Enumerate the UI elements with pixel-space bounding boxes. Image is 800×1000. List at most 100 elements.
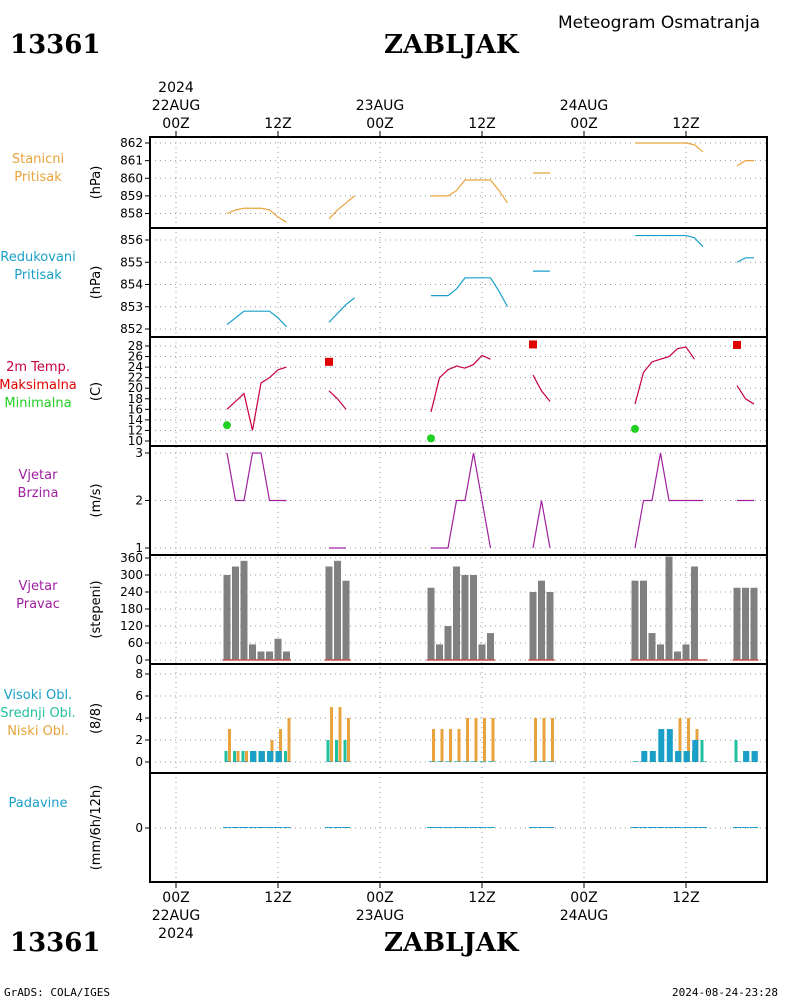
wind-dir-bar bbox=[453, 566, 460, 660]
cloud-bar-low bbox=[279, 729, 282, 762]
footer-credit: GrADS: COLA/IGES bbox=[4, 986, 110, 999]
series-line-temp bbox=[430, 354, 491, 413]
cloud-bar-high bbox=[258, 751, 265, 762]
precip-bar bbox=[435, 827, 444, 828]
cloud-bar-high bbox=[530, 761, 537, 762]
cloud-bar-low bbox=[338, 707, 342, 762]
precip-bar bbox=[342, 827, 350, 828]
y-tick-label: 855 bbox=[120, 255, 143, 269]
x-hour-label-top: 12Z bbox=[672, 116, 699, 132]
x-hour-label-bottom: 00Z bbox=[162, 890, 189, 906]
cloud-bar-low bbox=[287, 718, 291, 762]
panel-label-clouds: Srednji Obl. bbox=[0, 706, 75, 721]
cloud-bar-low bbox=[474, 718, 478, 762]
series-line-temp bbox=[532, 374, 551, 402]
series-line-pressure bbox=[226, 207, 287, 223]
cloud-bar-mid bbox=[233, 751, 236, 762]
x-hour-label-top: 00Z bbox=[162, 116, 189, 132]
x-day-label-bottom: 22AUG bbox=[152, 908, 201, 924]
x-hour-label-bottom: 12Z bbox=[264, 890, 291, 906]
panel-label-wind_dir: Pravac bbox=[16, 597, 60, 612]
panel-label-temp: Minimalna bbox=[4, 396, 71, 411]
y-tick-label: 20 bbox=[128, 381, 143, 395]
cloud-bar-high bbox=[641, 751, 648, 762]
wind-dir-bar bbox=[325, 566, 333, 660]
x-hour-label-bottom: 12Z bbox=[468, 890, 495, 906]
grid-layer bbox=[150, 137, 767, 882]
y-tick-label: 26 bbox=[128, 350, 143, 364]
series-line-reduced bbox=[736, 257, 754, 263]
y-tick-label: 4 bbox=[135, 711, 143, 725]
cloud-bar-low bbox=[347, 718, 350, 762]
cloud-bar-high bbox=[675, 751, 682, 762]
cloud-bar-low bbox=[491, 718, 495, 762]
cloud-bar-high bbox=[284, 761, 291, 762]
cloud-bar-high bbox=[335, 761, 342, 762]
precip-bar bbox=[223, 827, 231, 828]
station-name-bottom: ZABLJAK bbox=[384, 928, 519, 958]
panel-unit-pressure: (hPa) bbox=[89, 166, 104, 200]
panel-unit-wind_speed: (m/s) bbox=[89, 484, 104, 518]
y-tick-label: 24 bbox=[128, 360, 143, 374]
panel-frame-temp bbox=[149, 336, 768, 447]
series-line-pressure bbox=[736, 160, 754, 167]
panel-frame-reduced bbox=[149, 227, 768, 338]
tmax-marker bbox=[325, 357, 333, 366]
y-tick-label: 10 bbox=[128, 434, 143, 448]
cloud-bar-low bbox=[440, 729, 444, 762]
wind-dir-bar bbox=[232, 566, 239, 660]
tmax-marker bbox=[733, 340, 741, 349]
cloud-bar-low bbox=[678, 718, 682, 762]
cloud-bar-high bbox=[658, 729, 665, 762]
cloud-bar-high bbox=[428, 761, 435, 762]
wind-dir-bar bbox=[665, 556, 673, 660]
cloud-bar-high bbox=[751, 751, 758, 762]
y-tick-label: 22 bbox=[128, 371, 143, 385]
wind-dir-bar bbox=[444, 626, 452, 660]
cloud-bar-high bbox=[692, 740, 699, 762]
y-tick-label: 14 bbox=[128, 413, 143, 427]
precip-bar bbox=[282, 827, 291, 828]
wind-dir-bar bbox=[546, 592, 554, 660]
series-line-wind_speed bbox=[634, 452, 703, 549]
y-tick-label: 860 bbox=[120, 171, 143, 185]
panel-frame-pressure bbox=[149, 136, 768, 229]
footer-timestamp: 2024-08-24-23:28 bbox=[672, 986, 778, 999]
cloud-bar-high bbox=[275, 751, 282, 762]
wind-dir-bar bbox=[223, 575, 231, 660]
tmin-marker bbox=[631, 424, 639, 433]
panel-label-wind_speed: Brzina bbox=[18, 486, 59, 501]
wind-dir-bar bbox=[266, 651, 273, 660]
wind-dir-bar bbox=[538, 580, 545, 660]
cloud-bar-low bbox=[551, 718, 554, 762]
x-hour-label-top: 12Z bbox=[264, 116, 291, 132]
text-layer: 8588598608618628528538548558561012141618… bbox=[0, 80, 700, 942]
precip-bar bbox=[274, 827, 282, 828]
y-tick-label: 240 bbox=[120, 585, 143, 599]
wind-dir-bar bbox=[487, 633, 494, 660]
wind-dir-bar bbox=[648, 633, 656, 660]
x-hour-label-bottom: 12Z bbox=[672, 890, 699, 906]
y-tick-label: 1 bbox=[135, 541, 143, 555]
y-tick-label: 862 bbox=[120, 136, 143, 150]
precip-bar bbox=[469, 827, 478, 828]
y-tick-label: 8 bbox=[135, 667, 143, 681]
wind-dir-bar bbox=[461, 575, 469, 660]
series-line-wind_speed bbox=[431, 452, 492, 549]
y-tick-label: 180 bbox=[120, 602, 143, 616]
wind-dir-bar bbox=[742, 587, 749, 660]
y-tick-label: 300 bbox=[120, 568, 143, 582]
cloud-bar-high bbox=[547, 761, 554, 762]
cloud-bar-mid bbox=[241, 751, 245, 762]
series-line-reduced bbox=[431, 277, 509, 308]
y-tick-label: 60 bbox=[128, 636, 143, 650]
x-hour-label-top: 00Z bbox=[366, 116, 393, 132]
panel-unit-wind_dir: (stepeni) bbox=[89, 580, 104, 638]
precip-bar bbox=[478, 827, 486, 828]
cloud-bar-low bbox=[483, 718, 486, 762]
cloud-bar-mid bbox=[343, 740, 347, 762]
cloud-bar-high bbox=[700, 761, 707, 762]
precip-bar bbox=[733, 827, 741, 828]
y-tick-label: 2 bbox=[135, 733, 143, 747]
cloud-bar-high bbox=[683, 751, 690, 762]
